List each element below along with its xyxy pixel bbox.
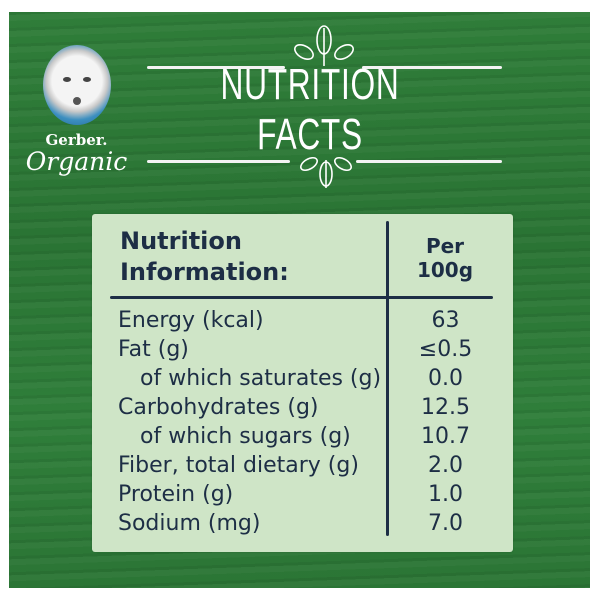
nutrient-value: 63: [431, 308, 460, 333]
nutrient-value: 10.7: [421, 424, 470, 449]
title-rule-top: [362, 66, 502, 69]
nutrient-value: 7.0: [428, 511, 463, 536]
table-row: Fiber, total dietary (g) 2.0: [118, 451, 498, 480]
baby-portrait-icon: [42, 45, 111, 125]
nutrition-rows: Energy (kcal) 63 Fat (g) ≤0.5 of which satur…: [118, 306, 498, 538]
title-rule-bottom: [356, 160, 502, 163]
header-line: Nutrition: [120, 227, 242, 255]
table-row: of which sugars (g) 10.7: [118, 422, 498, 451]
title-rule-top: [147, 66, 285, 69]
nutrient-value: ≤0.5: [418, 337, 473, 362]
nutrient-value: 1.0: [428, 482, 463, 507]
nutrient-label: Fiber, total dietary (g): [118, 453, 359, 478]
nutrient-label: Energy (kcal): [118, 308, 264, 333]
nutrient-label: Protein (g): [118, 482, 234, 507]
table-row: of which saturates (g) 0.0: [118, 364, 498, 393]
nutrient-label: of which saturates (g): [140, 366, 382, 391]
gerber-organic-logo: Gerber. Organic: [24, 45, 129, 176]
nutrient-value: 2.0: [428, 453, 463, 478]
table-row: Energy (kcal) 63: [118, 306, 498, 335]
brand-name: Gerber.: [45, 131, 108, 149]
page-title: NUTRITION FACTS: [220, 60, 400, 159]
table-row: Carbohydrates (g) 12.5: [118, 393, 498, 422]
brand-line: Organic: [25, 147, 128, 176]
table-row: Fat (g) ≤0.5: [118, 335, 498, 364]
nutrition-table-panel: [92, 214, 513, 552]
nutrient-label: of which sugars (g): [140, 424, 351, 449]
nutrient-label: Carbohydrates (g): [118, 395, 319, 420]
title-rule-bottom: [147, 160, 290, 163]
table-header-label: Nutrition Information:: [120, 226, 289, 288]
nutrient-label: Fat (g): [118, 337, 189, 362]
column-divider: [386, 221, 389, 536]
table-row: Protein (g) 1.0: [118, 480, 498, 509]
leaves-top-icon: [294, 25, 354, 66]
leaves-bottom-icon: [300, 156, 352, 188]
header-divider: [110, 296, 493, 299]
table-header-value: Per 100g: [400, 234, 490, 282]
table-row: Sodium (mg) 7.0: [118, 509, 498, 538]
header-line: Information:: [120, 258, 289, 286]
header-line: Per: [425, 234, 465, 258]
nutrient-value: 0.0: [428, 366, 463, 391]
nutrient-label: Sodium (mg): [118, 511, 261, 536]
header-line: 100g: [416, 258, 474, 282]
nutrient-value: 12.5: [421, 395, 470, 420]
